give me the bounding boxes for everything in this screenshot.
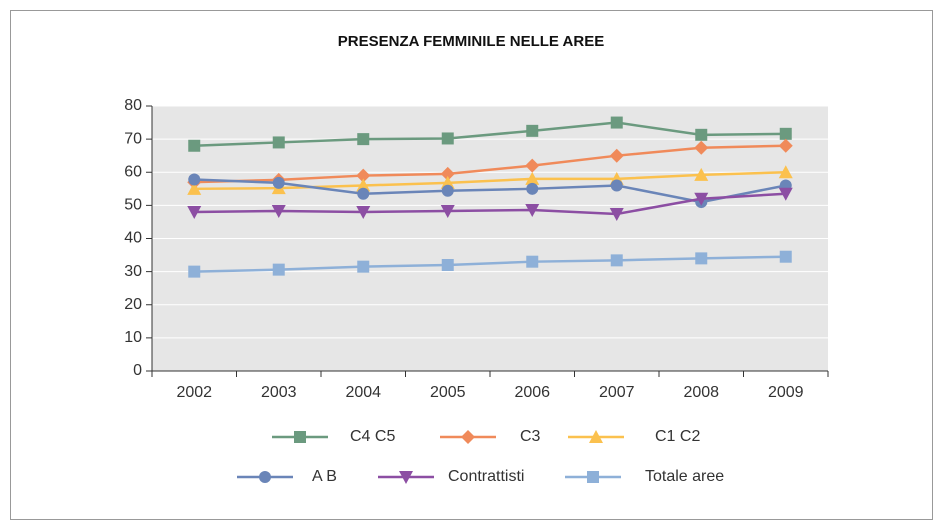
- legend-label: C1 C2: [655, 428, 700, 445]
- y-tick-label: 70: [124, 130, 142, 147]
- marker: [610, 116, 623, 129]
- marker: [526, 255, 539, 268]
- marker: [356, 206, 371, 219]
- marker: [694, 192, 709, 206]
- series-line: [194, 121, 786, 147]
- legend-marker: [294, 431, 306, 443]
- marker: [525, 158, 540, 173]
- x-tick-label: 2009: [768, 384, 804, 401]
- marker: [610, 254, 623, 267]
- x-tick-label: 2004: [345, 384, 381, 401]
- marker: [188, 173, 201, 186]
- marker: [609, 207, 624, 221]
- x-tick-label: 2002: [176, 384, 212, 401]
- series-line: [194, 144, 786, 184]
- legend-label: C4 C5: [350, 428, 395, 445]
- legend-marker: [589, 430, 603, 443]
- series-line: [194, 192, 786, 216]
- legend-label: C3: [520, 428, 541, 445]
- legend-marker: [259, 471, 271, 483]
- marker: [271, 205, 286, 219]
- marker: [779, 250, 792, 263]
- marker: [356, 178, 371, 192]
- marker: [694, 167, 709, 181]
- y-tick-label: 0: [133, 362, 142, 379]
- series-line: [194, 178, 786, 204]
- legend-label: Contrattisti: [448, 468, 524, 485]
- marker: [272, 263, 285, 276]
- marker: [610, 179, 623, 192]
- y-tick-label: 30: [124, 263, 142, 280]
- marker: [356, 168, 371, 183]
- marker: [525, 204, 540, 218]
- marker: [779, 127, 792, 140]
- marker: [526, 124, 539, 137]
- marker: [441, 259, 454, 271]
- x-tick-label: 2003: [261, 384, 297, 401]
- marker: [778, 187, 793, 201]
- x-tick-label: 2005: [430, 384, 466, 401]
- chart-title: PRESENZA FEMMINILE NELLE AREE: [338, 33, 604, 50]
- y-tick-label: 20: [124, 296, 142, 313]
- marker: [695, 128, 708, 141]
- marker: [441, 184, 454, 197]
- marker: [609, 148, 624, 163]
- marker: [272, 176, 285, 189]
- y-tick-label: 60: [124, 163, 142, 180]
- marker: [695, 252, 708, 265]
- marker: [357, 187, 370, 200]
- y-tick-label: 40: [124, 230, 142, 247]
- marker: [525, 171, 540, 185]
- legend-marker: [461, 430, 475, 444]
- marker: [778, 165, 793, 179]
- marker: [694, 140, 709, 155]
- marker: [441, 132, 454, 145]
- marker: [526, 182, 539, 195]
- marker: [357, 133, 370, 146]
- x-tick-label: 2008: [683, 384, 719, 401]
- marker: [187, 206, 202, 219]
- y-tick-label: 10: [124, 329, 142, 346]
- marker: [440, 205, 455, 219]
- legend-label: A B: [312, 468, 337, 485]
- marker: [187, 181, 202, 195]
- series-line: [194, 171, 786, 191]
- marker: [778, 138, 793, 153]
- y-tick-label: 80: [124, 97, 142, 114]
- x-tick-label: 2007: [599, 384, 635, 401]
- marker: [440, 166, 455, 181]
- legend-label: Totale aree: [645, 468, 724, 485]
- marker: [188, 265, 201, 278]
- legend-marker: [399, 471, 413, 484]
- legend-marker: [587, 471, 599, 483]
- y-tick-label: 50: [124, 197, 142, 214]
- marker: [188, 139, 201, 152]
- marker: [440, 175, 455, 189]
- marker: [357, 260, 370, 273]
- x-tick-label: 2006: [514, 384, 550, 401]
- series-line: [194, 255, 786, 273]
- marker: [272, 136, 285, 149]
